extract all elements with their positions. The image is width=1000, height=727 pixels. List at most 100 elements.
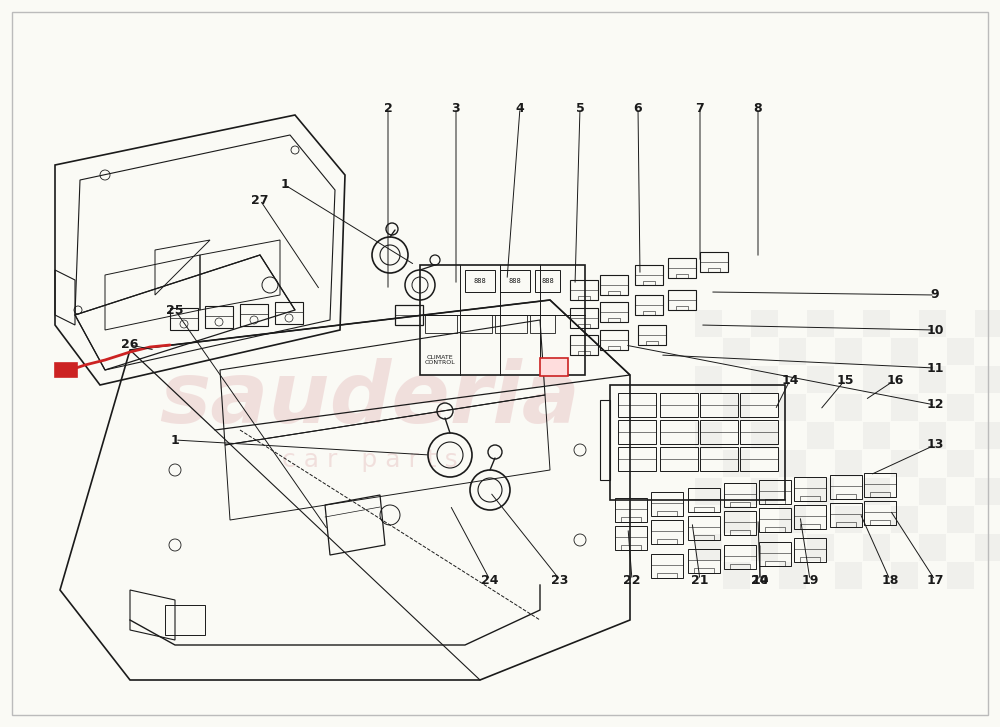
Bar: [800, 557, 820, 562]
Bar: [688, 549, 720, 573]
Bar: [835, 562, 862, 589]
Text: 888: 888: [474, 278, 486, 284]
Text: 14: 14: [751, 574, 769, 587]
Text: 888: 888: [509, 278, 521, 284]
Bar: [540, 358, 568, 376]
Bar: [836, 522, 856, 527]
Bar: [891, 394, 918, 421]
Text: 18: 18: [881, 574, 899, 587]
Bar: [863, 310, 890, 337]
Bar: [676, 274, 688, 278]
Bar: [695, 534, 722, 561]
Text: 23: 23: [551, 574, 569, 587]
Bar: [646, 341, 658, 345]
Bar: [891, 450, 918, 477]
Bar: [863, 422, 890, 449]
Bar: [779, 338, 806, 365]
Bar: [730, 564, 750, 569]
Bar: [615, 498, 647, 522]
Text: 19: 19: [801, 574, 819, 587]
Bar: [608, 318, 620, 322]
Bar: [460, 315, 492, 333]
Bar: [570, 335, 598, 355]
Bar: [835, 506, 862, 533]
Text: 12: 12: [926, 398, 944, 411]
Bar: [975, 366, 1000, 393]
Bar: [947, 394, 974, 421]
Bar: [535, 270, 560, 292]
Text: 13: 13: [926, 438, 944, 451]
Bar: [724, 483, 756, 507]
Text: 8: 8: [754, 102, 762, 114]
Bar: [570, 280, 598, 300]
Bar: [724, 511, 756, 535]
Bar: [919, 366, 946, 393]
Text: 27: 27: [251, 193, 269, 206]
Bar: [975, 478, 1000, 505]
Bar: [657, 511, 677, 516]
Bar: [688, 516, 720, 540]
Bar: [759, 480, 791, 504]
Bar: [835, 394, 862, 421]
Bar: [651, 520, 683, 544]
Bar: [651, 492, 683, 516]
Bar: [700, 252, 728, 272]
Bar: [55, 363, 77, 377]
Bar: [863, 478, 890, 505]
Bar: [765, 527, 785, 532]
Text: 11: 11: [926, 361, 944, 374]
Bar: [695, 310, 722, 337]
Bar: [615, 526, 647, 550]
Bar: [618, 420, 656, 444]
Bar: [657, 539, 677, 544]
Text: 15: 15: [836, 374, 854, 387]
Text: 24: 24: [481, 574, 499, 587]
Bar: [694, 507, 714, 512]
Bar: [638, 325, 666, 345]
Bar: [495, 315, 527, 333]
Bar: [947, 506, 974, 533]
Bar: [730, 502, 750, 507]
Bar: [807, 534, 834, 561]
Text: CLIMATE
CONTROL: CLIMATE CONTROL: [425, 355, 455, 366]
Bar: [740, 420, 778, 444]
Bar: [205, 306, 233, 328]
Bar: [694, 568, 714, 573]
Bar: [723, 506, 750, 533]
Text: 10: 10: [926, 324, 944, 337]
Text: 21: 21: [691, 574, 709, 587]
Text: 25: 25: [166, 303, 184, 316]
Bar: [500, 270, 530, 292]
Text: 7: 7: [696, 102, 704, 114]
Bar: [240, 304, 268, 326]
Bar: [800, 496, 820, 501]
Bar: [730, 530, 750, 535]
Bar: [530, 315, 555, 333]
Bar: [578, 296, 590, 300]
Bar: [751, 422, 778, 449]
Bar: [779, 506, 806, 533]
Text: 9: 9: [931, 289, 939, 302]
Bar: [425, 315, 457, 333]
Bar: [570, 308, 598, 328]
Text: 14: 14: [781, 374, 799, 387]
Bar: [800, 524, 820, 529]
Bar: [420, 265, 585, 375]
Bar: [919, 478, 946, 505]
Bar: [618, 393, 656, 417]
Bar: [740, 393, 778, 417]
Bar: [695, 478, 722, 505]
Bar: [657, 573, 677, 578]
Bar: [643, 281, 655, 285]
Bar: [765, 561, 785, 566]
Bar: [779, 394, 806, 421]
Text: 1: 1: [171, 433, 179, 446]
Bar: [947, 338, 974, 365]
Bar: [891, 562, 918, 589]
Bar: [651, 554, 683, 578]
Bar: [779, 562, 806, 589]
Bar: [170, 308, 198, 330]
Bar: [724, 545, 756, 569]
Bar: [740, 447, 778, 471]
Bar: [807, 366, 834, 393]
